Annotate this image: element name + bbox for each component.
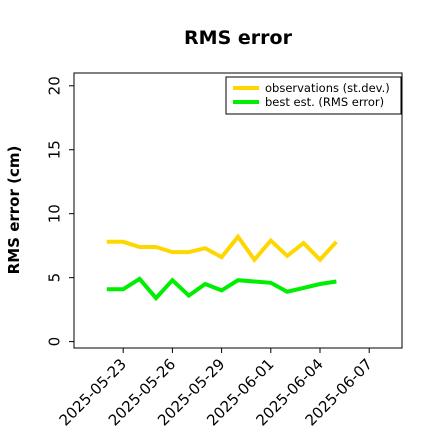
chart-title: RMS error (184, 27, 293, 49)
legend-label-best-estimate: best est. (RMS error) (265, 95, 384, 109)
y-tick-label-20: 20 (46, 76, 64, 95)
y-tick-label-0: 0 (46, 337, 64, 347)
legend: observations (st.dev.) best est. (RMS er… (225, 76, 402, 115)
y-tick-label-15: 15 (46, 140, 64, 159)
y-tick-label-5: 5 (46, 273, 64, 283)
x-axis: 2025-05-232025-05-262025-05-292025-06-01… (56, 348, 376, 429)
y-axis: 0 5 10 15 20 (46, 76, 74, 347)
legend-label-observations: observations (st.dev.) (265, 81, 390, 95)
series-line-1 (106, 276, 337, 302)
y-tick-label-10: 10 (46, 204, 64, 223)
y-axis-label: RMS error (cm) (5, 146, 23, 275)
plot-area (73, 72, 403, 349)
series-line-0 (106, 233, 338, 263)
series-layer (106, 233, 338, 302)
legend-box (225, 76, 402, 115)
